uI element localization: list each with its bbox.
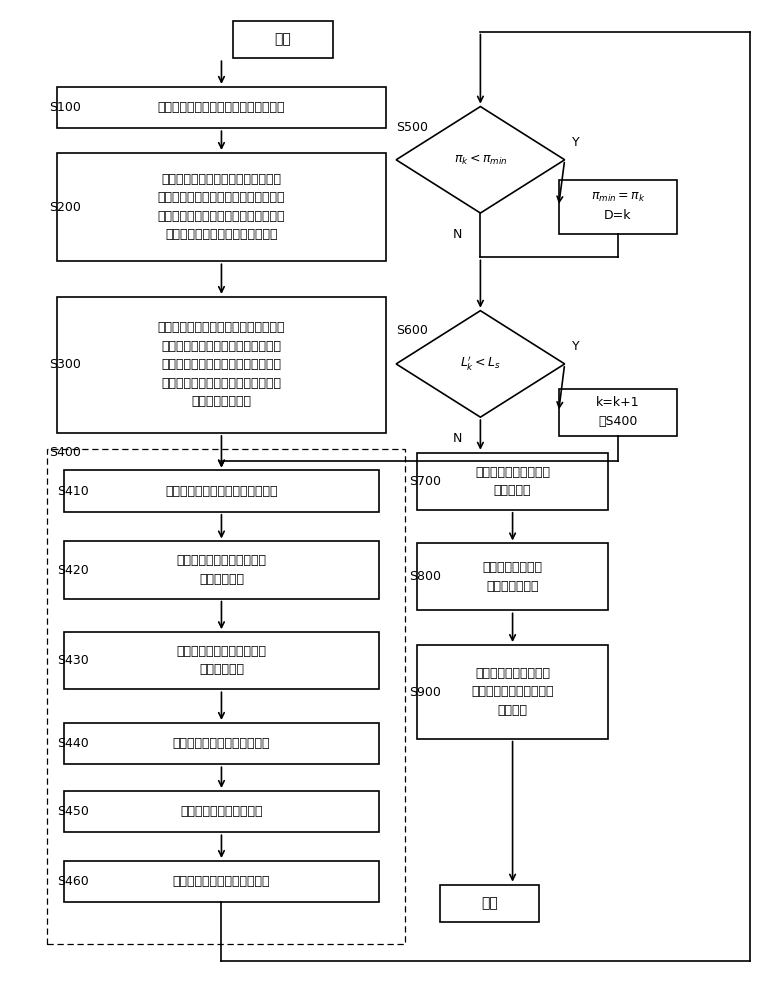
Text: 根据计算的设定值在现
场调整上下表面的乳化液
流量设定: 根据计算的设定值在现 场调整上下表面的乳化液 流量设定 (471, 667, 554, 717)
Text: $L_k^\prime < L_s$: $L_k^\prime < L_s$ (460, 355, 501, 373)
FancyBboxPatch shape (417, 453, 608, 510)
Text: S600: S600 (396, 324, 428, 337)
FancyBboxPatch shape (57, 87, 386, 128)
Text: S460: S460 (57, 875, 88, 888)
Text: 收集冷连轧机组乳化液流量可调范围，
定义上表面最佳乳化液设定值参数，
最佳流量设定搜索步长，定义乳化液
设定综合指标极值变量并初始化，流
量锁定变量初始化: 收集冷连轧机组乳化液流量可调范围， 定义上表面最佳乳化液设定值参数， 最佳流量设… (158, 321, 285, 408)
Text: S700: S700 (410, 475, 441, 488)
Text: 计算流量设定下的带钢上表
面热滑伤因子: 计算流量设定下的带钢上表 面热滑伤因子 (176, 645, 267, 676)
Text: k=k+1
转S400: k=k+1 转S400 (596, 396, 640, 428)
Text: 计算冷连轧机组乳化液流量锁定值: 计算冷连轧机组乳化液流量锁定值 (165, 485, 278, 498)
FancyBboxPatch shape (65, 632, 378, 689)
Text: S200: S200 (49, 201, 81, 214)
Text: Y: Y (573, 136, 580, 149)
Text: 计算带钢上表面理论摩擦系数: 计算带钢上表面理论摩擦系数 (172, 737, 270, 750)
Text: S410: S410 (57, 485, 88, 498)
Text: S100: S100 (49, 101, 81, 114)
FancyBboxPatch shape (57, 153, 386, 261)
FancyBboxPatch shape (65, 541, 378, 599)
FancyBboxPatch shape (65, 470, 378, 512)
FancyBboxPatch shape (417, 645, 608, 739)
Text: 计算流量设定下带钢上表面
当量油膜厚度: 计算流量设定下带钢上表面 当量油膜厚度 (176, 554, 267, 586)
Text: S500: S500 (396, 121, 428, 134)
Text: N: N (452, 228, 462, 241)
Text: 结束: 结束 (481, 896, 498, 910)
Text: S300: S300 (49, 358, 81, 371)
Text: S900: S900 (410, 686, 441, 699)
FancyBboxPatch shape (65, 791, 378, 832)
Text: 搜集现场设备工艺参数，带钢宽度，
轧制速度，轧机压下量设定，轧机上工
作辊半径，带钢入口张力设定，带钢出
口张力设定、轧制力、乳化液浓度: 搜集现场设备工艺参数，带钢宽度， 轧制速度，轧机压下量设定，轧机上工 作辊半径，… (158, 173, 285, 241)
Text: 计算乳化液流量设定综合指标: 计算乳化液流量设定综合指标 (172, 875, 270, 888)
Text: S450: S450 (57, 805, 89, 818)
FancyBboxPatch shape (57, 297, 386, 433)
Text: 计算带钢上表面打滑因子: 计算带钢上表面打滑因子 (180, 805, 263, 818)
Text: $\pi_{min} = \pi_k$
D=k: $\pi_{min} = \pi_k$ D=k (590, 191, 645, 222)
Text: 计算带钢上表面乳化液
设定最佳值: 计算带钢上表面乳化液 设定最佳值 (475, 466, 550, 497)
Text: 计算冷连轧机组的乳化液重力损失系数: 计算冷连轧机组的乳化液重力损失系数 (158, 101, 285, 114)
FancyBboxPatch shape (65, 723, 378, 764)
FancyBboxPatch shape (558, 389, 677, 436)
Text: Y: Y (573, 340, 580, 353)
Text: N: N (452, 432, 462, 445)
FancyBboxPatch shape (440, 885, 540, 922)
FancyBboxPatch shape (233, 21, 332, 58)
Text: S400: S400 (49, 446, 81, 459)
FancyBboxPatch shape (558, 180, 677, 234)
Text: S800: S800 (410, 570, 441, 583)
Text: 开始: 开始 (275, 32, 291, 46)
Text: S430: S430 (57, 654, 88, 667)
FancyBboxPatch shape (65, 861, 378, 902)
Text: S440: S440 (57, 737, 88, 750)
Text: S420: S420 (57, 564, 88, 577)
Polygon shape (396, 107, 565, 213)
Polygon shape (396, 311, 565, 417)
Text: 计算带钢下表面乳
化液设定最佳值: 计算带钢下表面乳 化液设定最佳值 (483, 561, 543, 593)
Text: $\pi_k < \pi_{min}$: $\pi_k < \pi_{min}$ (453, 153, 507, 167)
FancyBboxPatch shape (417, 543, 608, 610)
